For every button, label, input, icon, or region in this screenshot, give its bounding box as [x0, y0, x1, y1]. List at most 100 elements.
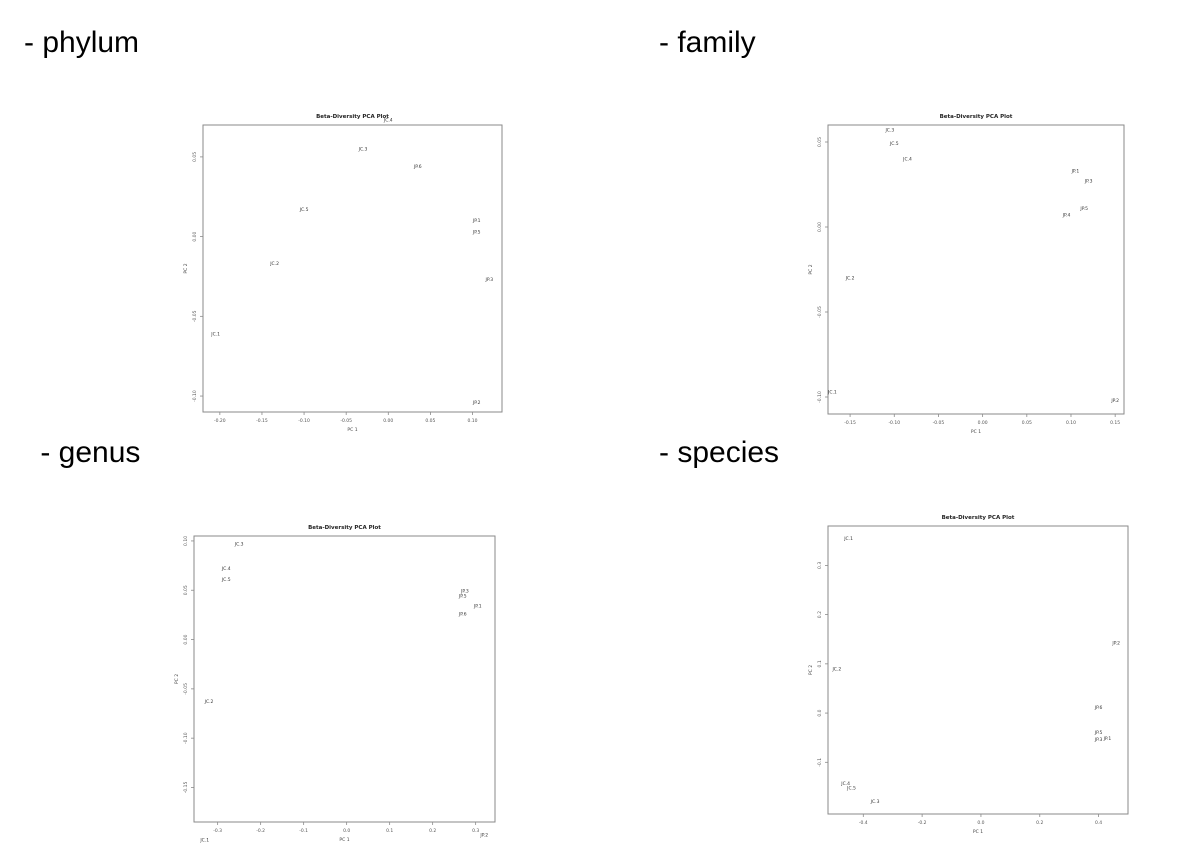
- x-tick-label: -0.20: [214, 418, 226, 424]
- section-label-family: - family: [659, 26, 756, 59]
- y-axis-label: PC 2: [174, 674, 180, 684]
- point-label: JC.1: [843, 536, 853, 542]
- x-tick-label: 0.00: [978, 420, 988, 426]
- x-tick-label: 0.10: [1066, 420, 1076, 426]
- point-label: JP.1: [1103, 736, 1112, 742]
- point-label: JP.3: [485, 277, 494, 283]
- point-label: JP.6: [1094, 705, 1103, 711]
- point-label: JC.5: [889, 141, 899, 147]
- point-label: JC.1: [210, 331, 220, 337]
- chart-title: Beta-Diversity PCA Plot: [308, 525, 381, 531]
- chart-title: Beta-Diversity PCA Plot: [316, 114, 389, 120]
- y-tick-label: -0.1: [817, 758, 823, 767]
- point-label: JC.2: [845, 276, 855, 282]
- x-tick-label: -0.4: [859, 820, 868, 826]
- point-label: JC.2: [831, 666, 841, 672]
- point-label: JC.3: [234, 541, 244, 547]
- x-tick-label: -0.2: [256, 828, 265, 834]
- x-tick-label: 0.0: [977, 820, 984, 826]
- plot-frame: [193, 535, 496, 823]
- genus-pca-plot: Beta-Diversity PCA Plot -0.3 -0.2 -0.1 0.0 0.…: [174, 525, 496, 843]
- point-label: JC.3: [884, 128, 894, 134]
- point-label: JP.4: [1062, 213, 1071, 219]
- y-tick-label: -0.05: [817, 306, 823, 318]
- point-label: JC.5: [221, 577, 231, 583]
- y-tick-label: 0.05: [192, 152, 198, 162]
- plot-frame: [827, 525, 1129, 815]
- x-tick-label: 0.3: [472, 828, 479, 834]
- x-tick-label: -0.10: [888, 420, 900, 426]
- x-tick-label: -0.3: [213, 828, 222, 834]
- point-label: JC.2: [204, 699, 214, 705]
- section-label-species: - species: [659, 436, 780, 469]
- y-axis-label: PC 2: [808, 665, 814, 675]
- y-tick-label: 0.05: [183, 585, 189, 595]
- x-axis-label: PC 1: [339, 837, 349, 843]
- y-tick-label: 0.00: [192, 231, 198, 241]
- point-label: JP.6: [458, 611, 467, 617]
- x-tick-label: 0.15: [1110, 420, 1120, 426]
- y-tick-label: 0.0: [817, 709, 823, 716]
- x-tick-label: -0.15: [844, 420, 856, 426]
- section-label-genus: - genus: [32, 436, 141, 469]
- y-tick-label: 0.3: [817, 562, 823, 569]
- point-label: JP.2: [472, 400, 481, 406]
- point-label: JP.5: [1079, 206, 1088, 212]
- point-label: JP.1: [1071, 168, 1080, 174]
- y-tick-label: 0.10: [183, 536, 189, 546]
- y-tick-label: -0.10: [817, 391, 823, 403]
- chart-title: Beta-Diversity PCA Plot: [940, 114, 1013, 120]
- y-axis-label: PC 2: [808, 264, 814, 274]
- point-label: JP.2: [1110, 398, 1119, 404]
- y-tick-label: -0.05: [192, 310, 198, 322]
- point-label: JC.3: [358, 146, 368, 152]
- family-pca-plot: Beta-Diversity PCA Plot -0.15 -0.10 -0.05 0.…: [808, 114, 1125, 435]
- point-label: JP.1: [472, 218, 481, 224]
- x-tick-label: -0.05: [933, 420, 945, 426]
- x-tick-label: -0.10: [298, 418, 310, 424]
- x-tick-label: 0.2: [429, 828, 436, 834]
- y-tick-label: -0.10: [183, 732, 189, 744]
- y-tick-label: -0.15: [183, 782, 189, 794]
- y-tick-label: -0.05: [183, 683, 189, 695]
- point-label: JP.2: [1111, 641, 1120, 647]
- x-tick-label: -0.15: [256, 418, 268, 424]
- section-label-phylum: - phylum: [24, 26, 140, 59]
- point-label: JC.3: [870, 799, 880, 805]
- point-label: JP.5: [1094, 730, 1103, 736]
- point-label: JP.3: [1084, 179, 1093, 185]
- point-label: JC.5: [299, 207, 309, 213]
- chart-title: Beta-Diversity PCA Plot: [942, 515, 1015, 521]
- phylum-pca-plot: Beta-Diversity PCA Plot -0.20 -0.15 -0.10 -0…: [183, 114, 503, 433]
- y-tick-label: 0.00: [817, 222, 823, 232]
- point-label: JP.3: [460, 589, 469, 595]
- point-label: JP.2: [479, 832, 488, 838]
- species-pca-plot: Beta-Diversity PCA Plot -0.4 -0.2 0.0 0.2 0.4…: [808, 515, 1129, 835]
- point-label: JC.4: [902, 157, 912, 163]
- x-tick-label: -0.2: [918, 820, 927, 826]
- y-tick-label: -0.10: [192, 390, 198, 402]
- point-label: JC.4: [221, 566, 231, 572]
- point-label: JC.2: [269, 261, 279, 267]
- point-label: JC.4: [383, 118, 393, 124]
- y-tick-label: 0.1: [817, 660, 823, 667]
- plot-frame: [202, 124, 503, 413]
- x-tick-label: 0.0: [343, 828, 350, 834]
- x-axis-label: PC 1: [347, 427, 357, 433]
- point-label: JC.1: [199, 837, 209, 843]
- point-label: JC.5: [846, 785, 856, 791]
- x-tick-label: 0.00: [383, 418, 393, 424]
- x-tick-label: 0.1: [386, 828, 393, 834]
- point-label: JP.5: [458, 594, 467, 600]
- y-tick-label: 0.2: [817, 611, 823, 618]
- x-tick-label: -0.05: [340, 418, 352, 424]
- y-tick-label: 0.05: [817, 137, 823, 147]
- x-axis-label: PC 1: [973, 829, 983, 835]
- point-label: JP.1: [473, 604, 482, 610]
- x-tick-label: 0.4: [1095, 820, 1102, 826]
- point-label: JP.6: [413, 164, 422, 170]
- plot-frame: [827, 124, 1125, 415]
- y-tick-label: 0.00: [183, 634, 189, 644]
- x-tick-label: -0.1: [299, 828, 308, 834]
- x-tick-label: 0.2: [1036, 820, 1043, 826]
